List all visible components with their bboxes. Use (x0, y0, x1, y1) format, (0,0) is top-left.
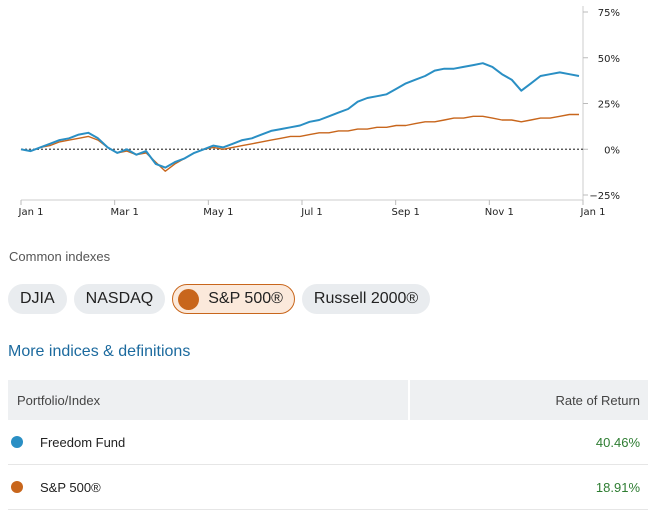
table-row: S&P 500® 18.91% (8, 465, 648, 510)
chart-svg: 75% 50% 25% 0% −25% Jan 1 Mar 1 May 1 Jul 1 Sep 1… (18, 6, 620, 218)
row-name: S&P 500® (40, 479, 101, 495)
header-portfolio: Portfolio/Index (8, 380, 410, 420)
series-color-dot (11, 481, 23, 493)
series-line (20, 62, 580, 169)
x-tick-label: May 1 (203, 207, 233, 218)
x-tick-label: Sep 1 (391, 207, 419, 218)
returns-table: Portfolio/Index Rate of Return Freedom F… (8, 380, 648, 510)
series-color-dot (11, 436, 23, 448)
index-chips: DJIA NASDAQ S&P 500® Russell 2000® (8, 284, 431, 314)
y-tick-label: 50% (598, 54, 620, 65)
chip-sp500[interactable]: S&P 500® (172, 284, 295, 314)
row-return: 40.46% (595, 434, 640, 450)
chip-nasdaq[interactable]: NASDAQ (73, 284, 166, 314)
common-indexes-label: Common indexes (9, 249, 111, 264)
table-row: Freedom Fund 40.46% (8, 420, 648, 465)
chip-russell-2000[interactable]: Russell 2000® (301, 284, 431, 314)
chip-label: NASDAQ (85, 290, 154, 307)
table-header: Portfolio/Index Rate of Return (8, 380, 648, 420)
chip-label: S&P 500® (208, 290, 283, 307)
more-indices-link[interactable]: More indices & definitions (8, 343, 191, 360)
x-tick-label: Mar 1 (110, 207, 138, 218)
header-rate-of-return: Rate of Return (555, 392, 640, 408)
y-tick-label: 75% (598, 8, 620, 19)
y-tick-label: 0% (604, 145, 620, 156)
sp500-color-dot (178, 288, 200, 310)
row-name: Freedom Fund (40, 434, 126, 450)
chip-label: Russell 2000® (313, 290, 419, 307)
x-tick-label: Jan 1 (18, 207, 44, 218)
y-tick-label: −25% (589, 191, 620, 202)
x-tick-label: Jan 1 (580, 207, 606, 218)
y-tick-label: 25% (598, 100, 620, 111)
row-return: 18.91% (595, 479, 640, 495)
chip-label: DJIA (20, 290, 55, 307)
series-line (20, 113, 579, 172)
chip-djia[interactable]: DJIA (8, 284, 67, 314)
x-tick-label: Jul 1 (300, 207, 323, 218)
performance-chart: 75% 50% 25% 0% −25% Jan 1 Mar 1 May 1 Jul 1 Sep 1… (0, 0, 652, 225)
x-tick-label: Nov 1 (485, 207, 514, 218)
